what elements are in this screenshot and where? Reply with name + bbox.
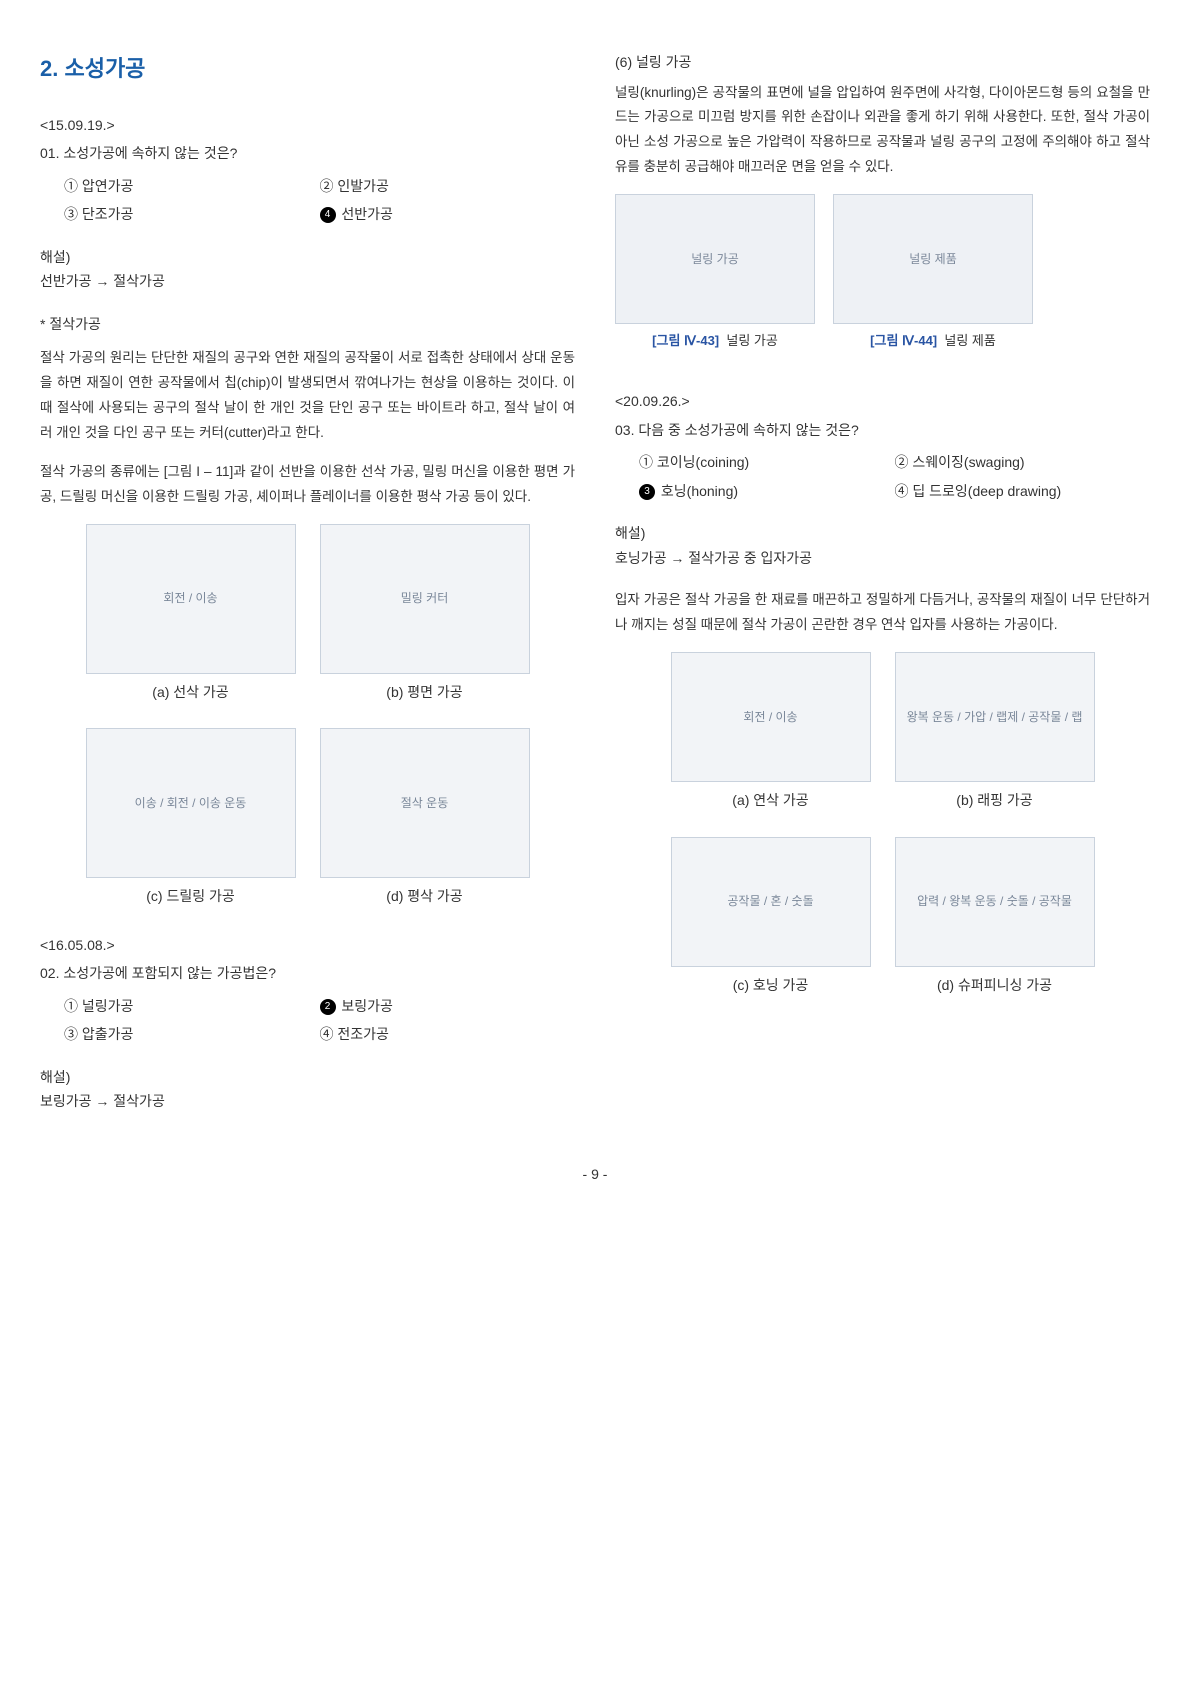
fig-c-cap: (c) 드릴링 가공	[146, 884, 235, 909]
q3-date: <20.09.26.>	[615, 389, 1150, 414]
r-fig-row-1: 회전 / 이송 (a) 연삭 가공 왕복 운동 / 가압 / 랩제 / 공작물 …	[615, 652, 1150, 813]
q2-opt1: ① 널링가공	[64, 994, 320, 1019]
q2-date: <16.05.08.>	[40, 933, 575, 958]
q1-date: <15.09.19.>	[40, 113, 575, 138]
q3-answer-text: 호닝(honing)	[661, 483, 738, 499]
r-fig-b-cap: (b) 래핑 가공	[956, 788, 1032, 813]
para-cutting-2: 절삭 가공의 종류에는 [그림 I – 11]과 같이 선반을 이용한 선삭 가…	[40, 460, 575, 510]
q1-opt3: ③ 단조가공	[64, 202, 320, 227]
fig-a-cap: (a) 선삭 가공	[152, 680, 228, 705]
r-fig-a-cap: (a) 연삭 가공	[732, 788, 808, 813]
q1-opt2: ② 인발가공	[320, 174, 576, 199]
fig-b: 밀링 커터 (b) 평면 가공	[320, 524, 530, 705]
fig-a-box: 회전 / 이송	[86, 524, 296, 674]
q2-explain: 보링가공 → 절삭가공	[40, 1089, 575, 1114]
fig-b-cap: (b) 평면 가공	[386, 680, 462, 705]
knurling-para: 널링(knurling)은 공작물의 표면에 널을 압입하여 원주면에 사각형,…	[615, 81, 1150, 181]
knurl-fig-b: 널링 제품 [그림 Ⅳ-44] 널링 제품	[833, 194, 1033, 353]
page-number: - 9 -	[40, 1162, 1150, 1187]
q3-explain-head: 해설)	[615, 521, 1150, 546]
r-fig-row-2: 공작물 / 혼 / 숫돌 (c) 호닝 가공 압력 / 왕복 운동 / 숫돌 /…	[615, 837, 1150, 998]
knurl-fig-row: 널링 가공 [그림 Ⅳ-43] 널링 가공 널링 제품 [그림 Ⅳ-44] 널링…	[615, 194, 1150, 353]
fig-a: 회전 / 이송 (a) 선삭 가공	[86, 524, 296, 705]
r-fig-d: 압력 / 왕복 운동 / 숫돌 / 공작물 (d) 슈퍼피니싱 가공	[895, 837, 1095, 998]
knurl-label-a: [그림 Ⅳ-43]	[652, 333, 719, 348]
fig-c-box: 이송 / 회전 / 이송 운동	[86, 728, 296, 878]
knurl-title-b: 널링 제품	[944, 333, 995, 348]
para-cutting-1: 절삭 가공의 원리는 단단한 재질의 공구와 연한 재질의 공작물이 서로 접촉…	[40, 346, 575, 446]
knurl-cap-b: [그림 Ⅳ-44] 널링 제품	[870, 330, 996, 353]
q3-opt1: ① 코이닝(coining)	[639, 450, 895, 475]
q3-options: ① 코이닝(coining) ② 스웨이징(swaging) 3 호닝(honi…	[615, 450, 1150, 503]
answer-badge: 2	[320, 999, 336, 1015]
knurl-box-a: 널링 가공	[615, 194, 815, 324]
r-fig-a: 회전 / 이송 (a) 연삭 가공	[671, 652, 871, 813]
fig-b-box: 밀링 커터	[320, 524, 530, 674]
q2-options: ① 널링가공 2 보링가공 ③ 압출가공 ④ 전조가공	[40, 994, 575, 1047]
r-fig-c: 공작물 / 혼 / 숫돌 (c) 호닝 가공	[671, 837, 871, 998]
knurling-subhead: (6) 널링 가공	[615, 50, 1150, 75]
r-fig-b: 왕복 운동 / 가압 / 랩제 / 공작물 / 랩 (b) 래핑 가공	[895, 652, 1095, 813]
particle-para: 입자 가공은 절삭 가공을 한 재료를 매끈하고 정밀하게 다듬거나, 공작물의…	[615, 588, 1150, 638]
r-fig-d-box: 압력 / 왕복 운동 / 숫돌 / 공작물	[895, 837, 1095, 967]
fig-row-2: 이송 / 회전 / 이송 운동 (c) 드릴링 가공 절삭 운동 (d) 평삭 …	[40, 728, 575, 909]
r-fig-c-cap: (c) 호닝 가공	[733, 973, 809, 998]
q1-question: 01. 소성가공에 속하지 않는 것은?	[40, 141, 575, 166]
q2-opt3: ③ 압출가공	[64, 1022, 320, 1047]
section-title: 2. 소성가공	[40, 50, 575, 89]
q3-opt4: ④ 딥 드로잉(deep drawing)	[895, 479, 1151, 504]
knurl-title-a: 널링 가공	[726, 333, 777, 348]
answer-badge: 3	[639, 484, 655, 500]
answer-badge: 4	[320, 207, 336, 223]
fig-d-cap: (d) 평삭 가공	[386, 884, 462, 909]
q3-answer: 3 호닝(honing)	[639, 479, 895, 504]
knurl-label-b: [그림 Ⅳ-44]	[870, 333, 937, 348]
r-fig-b-box: 왕복 운동 / 가압 / 랩제 / 공작물 / 랩	[895, 652, 1095, 782]
q3-explain: 호닝가공 → 절삭가공 중 입자가공	[615, 546, 1150, 571]
q1-explain-head: 해설)	[40, 245, 575, 270]
knurl-box-b: 널링 제품	[833, 194, 1033, 324]
q3-question: 03. 다음 중 소성가공에 속하지 않는 것은?	[615, 418, 1150, 443]
fig-d-box: 절삭 운동	[320, 728, 530, 878]
knurl-cap-a: [그림 Ⅳ-43] 널링 가공	[652, 330, 778, 353]
r-fig-a-box: 회전 / 이송	[671, 652, 871, 782]
knurl-fig-a: 널링 가공 [그림 Ⅳ-43] 널링 가공	[615, 194, 815, 353]
q2-opt4: ④ 전조가공	[320, 1022, 576, 1047]
q3-opt2: ② 스웨이징(swaging)	[895, 450, 1151, 475]
fig-row-1: 회전 / 이송 (a) 선삭 가공 밀링 커터 (b) 평면 가공	[40, 524, 575, 705]
star-heading: * 절삭가공	[40, 312, 575, 337]
r-fig-d-cap: (d) 슈퍼피니싱 가공	[937, 973, 1052, 998]
q1-options: ① 압연가공 ② 인발가공 ③ 단조가공 4 선반가공	[40, 174, 575, 227]
q2-question: 02. 소성가공에 포함되지 않는 가공법은?	[40, 961, 575, 986]
q2-answer-text: 보링가공	[341, 998, 393, 1014]
q1-answer-text: 선반가공	[341, 206, 393, 222]
q2-answer: 2 보링가공	[320, 994, 576, 1019]
q1-opt1: ① 압연가공	[64, 174, 320, 199]
r-fig-c-box: 공작물 / 혼 / 숫돌	[671, 837, 871, 967]
q2-explain-head: 해설)	[40, 1065, 575, 1090]
fig-c: 이송 / 회전 / 이송 운동 (c) 드릴링 가공	[86, 728, 296, 909]
fig-d: 절삭 운동 (d) 평삭 가공	[320, 728, 530, 909]
q1-explain: 선반가공 → 절삭가공	[40, 269, 575, 294]
q1-answer: 4 선반가공	[320, 202, 576, 227]
